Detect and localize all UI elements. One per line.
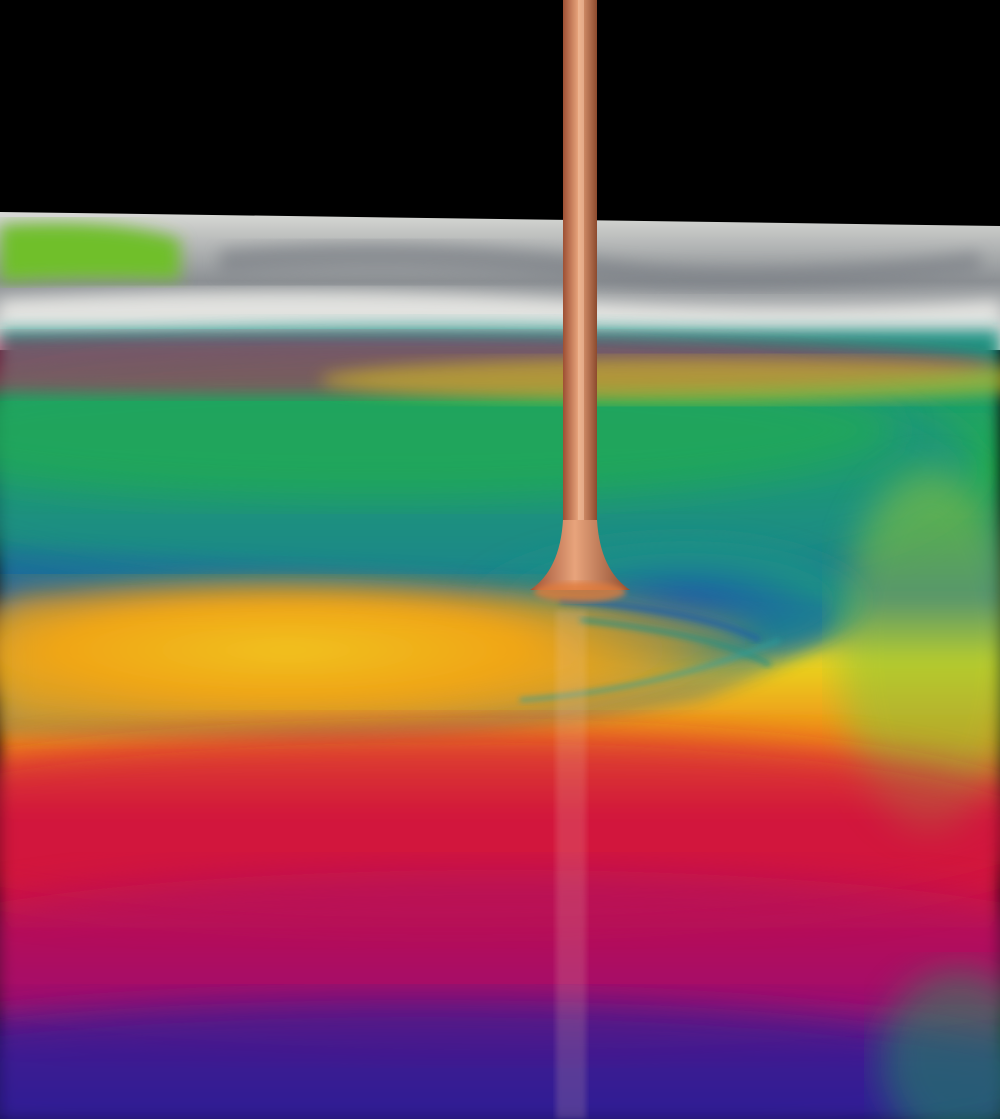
- foam-edge: [0, 212, 1000, 350]
- colored-fluid-surface: [0, 330, 1000, 1119]
- falling-stream: [530, 0, 630, 1119]
